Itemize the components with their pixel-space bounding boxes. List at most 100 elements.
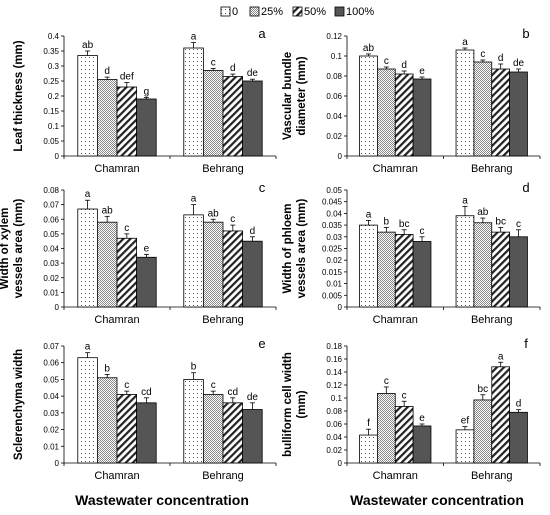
significance-label: bc xyxy=(478,384,489,395)
bar xyxy=(376,68,396,157)
y-tick-label: 0.01 xyxy=(43,442,59,451)
y-axis-label: bulliform cell width xyxy=(282,352,294,457)
bar xyxy=(491,366,511,464)
significance-label: de xyxy=(247,68,259,79)
y-tick-label: 0.015 xyxy=(322,268,343,277)
significance-label: de xyxy=(247,392,259,403)
y-tick-label: 0.04 xyxy=(43,245,59,254)
y-tick-label: 0.02 xyxy=(326,446,342,455)
significance-label: c xyxy=(384,376,389,387)
significance-label: c xyxy=(124,380,129,391)
y-tick-label: 0.4 xyxy=(48,32,60,41)
bar xyxy=(136,402,157,464)
significance-label: a xyxy=(498,351,504,362)
bar xyxy=(473,61,493,157)
bar xyxy=(394,73,414,157)
bar xyxy=(183,47,204,157)
y-tick-label: 0.06 xyxy=(326,92,342,101)
bar xyxy=(116,237,138,308)
significance-label: a xyxy=(366,209,372,220)
category-label: Chamran xyxy=(373,163,418,175)
bar xyxy=(183,214,204,308)
y-tick-label: 0.02 xyxy=(326,132,342,141)
y-tick-label: 0.02 xyxy=(43,274,59,283)
y-tick-label: 0.12 xyxy=(326,32,342,41)
significance-label: d xyxy=(401,60,407,71)
bar xyxy=(136,98,157,157)
significance-label: c xyxy=(124,223,129,234)
bar xyxy=(242,80,263,157)
y-tick-label: 0.05 xyxy=(43,230,59,239)
y-axis-label: Vascular bundle xyxy=(282,52,294,140)
bar xyxy=(473,399,493,464)
y-tick-label: 0.05 xyxy=(43,375,59,384)
bar xyxy=(359,55,378,157)
x-axis-label-right: Wastewater concentration xyxy=(350,492,524,508)
significance-label: e xyxy=(419,413,425,424)
y-axis-label: Width of phloem xyxy=(282,204,294,294)
category-label: Behrang xyxy=(202,314,244,326)
bar xyxy=(116,86,138,157)
category-label: Chamran xyxy=(94,163,139,175)
bar xyxy=(412,241,432,308)
bar xyxy=(509,71,528,157)
significance-label: f xyxy=(367,418,370,429)
legend-swatch-25 xyxy=(249,6,260,17)
significance-label: a xyxy=(462,37,468,48)
y-axis-label: diameter (mm) xyxy=(296,56,308,135)
legend-swatch-50 xyxy=(292,6,303,17)
category-label: Behrang xyxy=(202,470,244,482)
bar xyxy=(202,70,224,157)
significance-label: a xyxy=(85,189,91,200)
significance-label: a xyxy=(191,32,197,43)
significance-label: ab xyxy=(477,207,489,218)
y-tick-label: 0.05 xyxy=(326,186,342,195)
significance-label: bc xyxy=(399,219,410,230)
y-tick-label: 0.35 xyxy=(43,47,59,56)
bar xyxy=(202,394,224,464)
y-axis-label: (mm) xyxy=(296,390,308,418)
significance-label: e xyxy=(419,66,425,77)
bar xyxy=(222,76,244,157)
significance-label: d xyxy=(498,53,504,64)
panel-letter: c xyxy=(259,180,266,195)
legend-label-25: 25% xyxy=(261,6,283,18)
y-tick-label: 0.06 xyxy=(326,420,342,429)
significance-label: c xyxy=(480,49,485,60)
category-label: Chamran xyxy=(94,470,139,482)
significance-label: b xyxy=(384,216,390,227)
significance-label: c xyxy=(230,214,235,225)
bar xyxy=(473,222,493,308)
bar xyxy=(359,224,378,308)
y-tick-label: 0.04 xyxy=(326,209,342,218)
category-label: Chamran xyxy=(373,470,418,482)
bar xyxy=(491,68,511,157)
significance-label: g xyxy=(144,87,150,98)
y-tick-label: 0.1 xyxy=(331,394,343,403)
legend: 0 25% 50% 100% xyxy=(220,6,374,18)
y-tick-label: 0.07 xyxy=(43,201,59,210)
significance-label: d xyxy=(230,63,236,74)
y-axis-label: Sclerenchyma width xyxy=(13,349,25,460)
significance-label: b xyxy=(191,362,197,373)
chart-panel-d: 0 0.005 0.01 0.015 0.02 0.025 0.03 0.035 0.04 0.0… xyxy=(282,180,541,326)
panel-letter: a xyxy=(258,26,266,41)
category-label: Behrang xyxy=(202,163,244,175)
y-tick-label: 0.05 xyxy=(43,137,59,146)
significance-label: a xyxy=(85,342,91,353)
bar xyxy=(77,357,98,464)
y-axis-label: vessels area (mm) xyxy=(13,198,25,298)
panels: 0 0.05 0.1 0.15 0.2 0.25 0.3 0.35 0.4 Leaf thickn… xyxy=(0,26,541,482)
y-tick-label: 0 xyxy=(338,152,343,161)
bar xyxy=(222,230,244,308)
significance-label: de xyxy=(513,58,525,69)
panel-letter: b xyxy=(522,26,529,41)
bar xyxy=(96,377,118,464)
significance-label: a xyxy=(191,194,197,205)
bar xyxy=(359,434,378,464)
category-label: Behrang xyxy=(471,163,513,175)
y-tick-label: 0.025 xyxy=(322,245,343,254)
category-label: Behrang xyxy=(471,470,513,482)
y-tick-label: 0.04 xyxy=(326,433,342,442)
bar xyxy=(394,234,414,308)
